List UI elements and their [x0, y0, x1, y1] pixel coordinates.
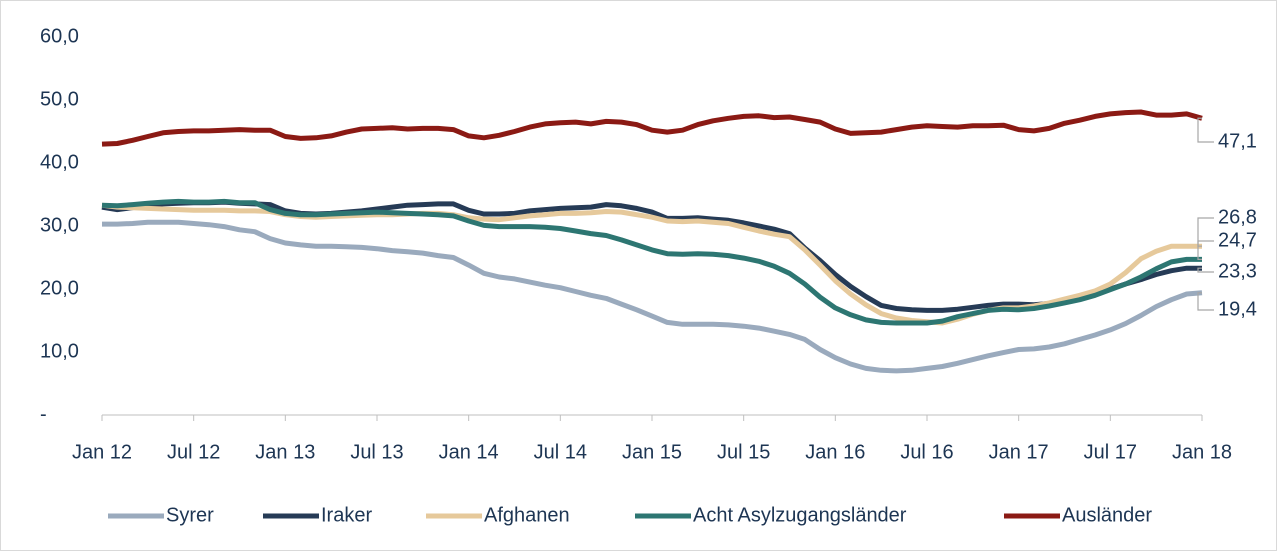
end-label: 24,7: [1218, 229, 1257, 251]
y-tick-label: 40,0: [40, 151, 79, 173]
leader-line: [1197, 267, 1214, 273]
y-tick-label: 10,0: [40, 340, 79, 362]
x-tick-label: Jul 17: [1084, 441, 1137, 463]
y-tick-label: 20,0: [40, 277, 79, 299]
leader-line: [1197, 217, 1214, 247]
leader-line: [1197, 240, 1214, 260]
end-label: 23,3: [1218, 260, 1257, 282]
legend-label: Acht Asylzugangsländer: [693, 504, 907, 526]
x-tick-label: Jan 12: [72, 441, 132, 463]
x-tick-label: Jul 15: [717, 441, 770, 463]
legend-label: Ausländer: [1062, 504, 1152, 526]
x-tick-label: Jan 14: [439, 441, 499, 463]
end-label: 26,8: [1218, 206, 1257, 228]
y-tick-label: 60,0: [40, 25, 79, 47]
x-tick-label: Jan 18: [1172, 441, 1232, 463]
x-tick-label: Jul 14: [534, 441, 587, 463]
series-line: [101, 198, 1202, 326]
legend-label: Afghanen: [484, 504, 570, 526]
series-line: [102, 219, 1203, 374]
x-tick-label: Jul 12: [167, 441, 220, 463]
legend-label: Syrer: [166, 504, 214, 526]
end-label: 47,1: [1218, 130, 1257, 152]
x-tick-label: Jan 13: [255, 441, 315, 463]
y-tick-label: 50,0: [40, 88, 79, 110]
x-tick-label: Jan 16: [805, 441, 865, 463]
legend-label: Iraker: [321, 504, 372, 526]
end-label: 19,4: [1218, 298, 1257, 320]
leader-line: [1197, 117, 1214, 143]
x-tick-label: Jan 15: [622, 441, 682, 463]
x-tick-label: Jul 13: [350, 441, 403, 463]
leader-line: [1197, 292, 1214, 311]
x-tick-label: Jan 17: [989, 441, 1049, 463]
x-tick-label: Jul 16: [900, 441, 953, 463]
series-line: [101, 109, 1203, 147]
y-tick-label: -: [40, 403, 47, 425]
y-tick-label: 30,0: [40, 214, 79, 236]
